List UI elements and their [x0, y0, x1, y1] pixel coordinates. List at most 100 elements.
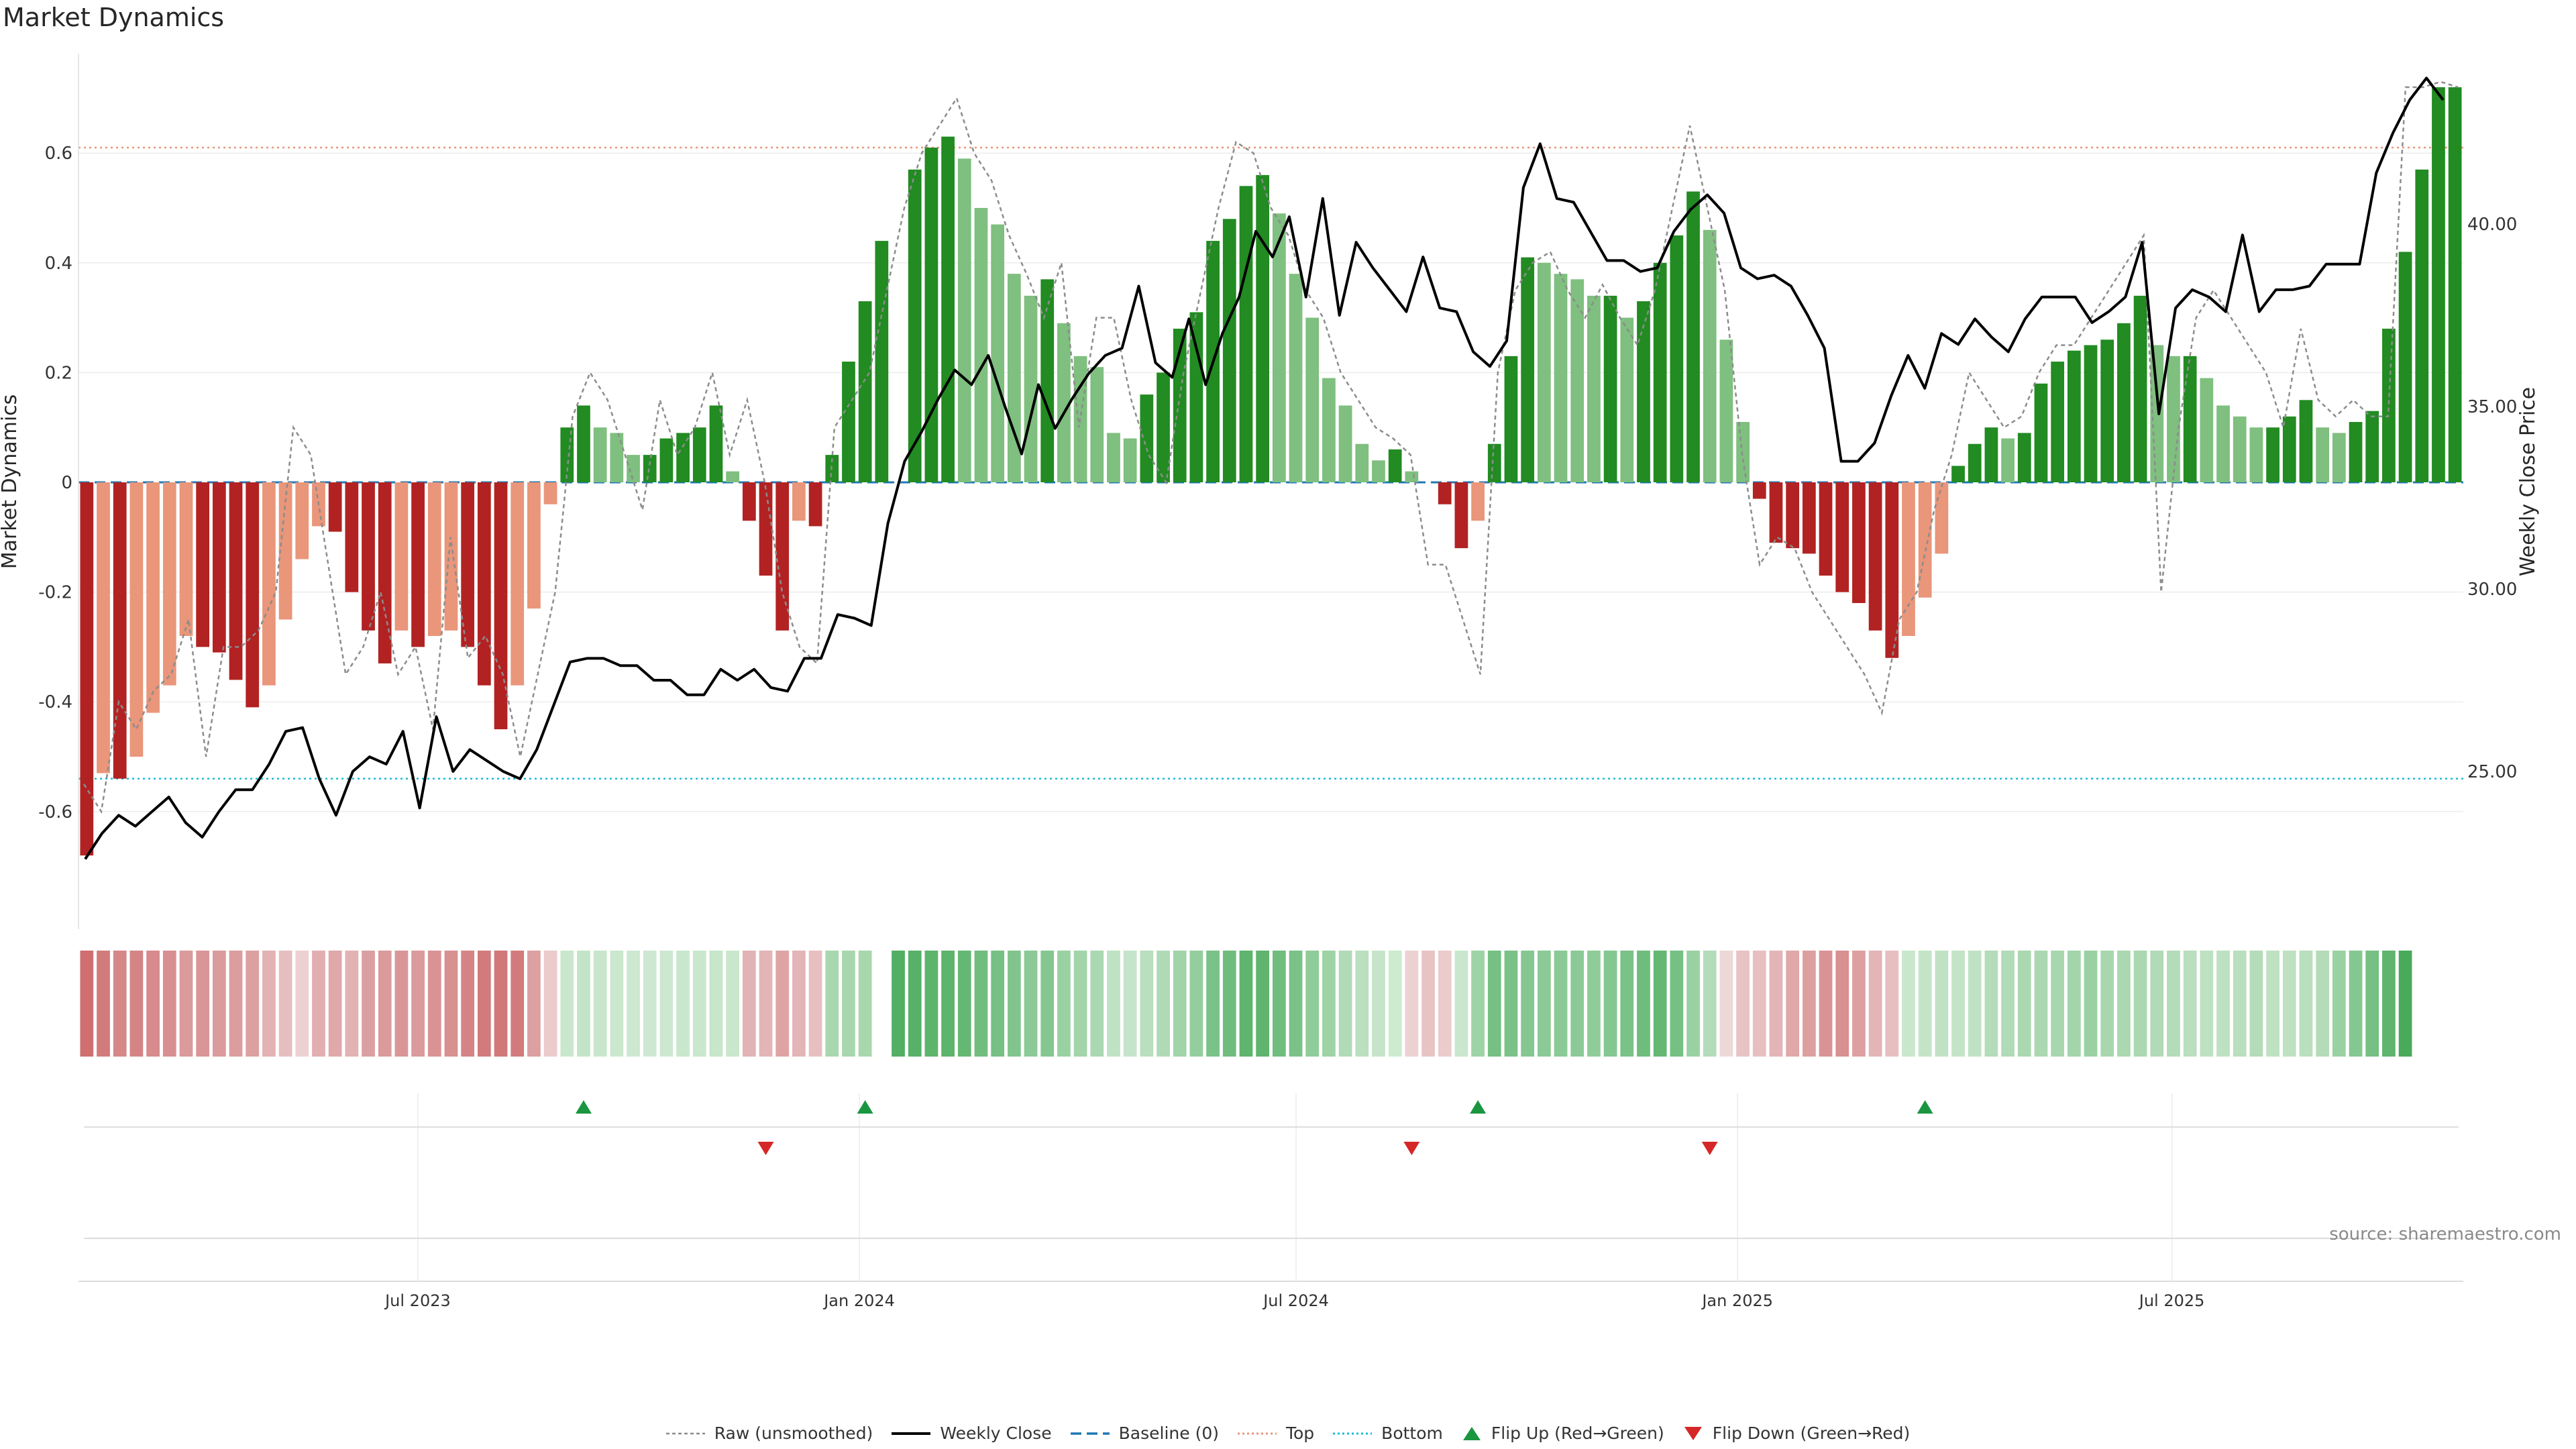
bar: [1289, 274, 1303, 482]
heat-cell: [1637, 951, 1650, 1057]
bar: [362, 482, 375, 631]
bar: [2233, 416, 2247, 482]
bar: [129, 482, 144, 757]
heat-cell: [312, 951, 325, 1057]
heat-cell: [2167, 951, 2180, 1057]
bar: [726, 471, 740, 482]
bar: [477, 482, 491, 686]
bar: [775, 482, 790, 631]
bar: [659, 438, 674, 482]
heat-cell: [2200, 951, 2214, 1057]
bar: [2051, 362, 2065, 482]
bar: [1686, 191, 1700, 482]
bar: [1140, 394, 1154, 482]
y-tick-label: 0.6: [45, 144, 72, 164]
bar: [229, 482, 243, 680]
heat-cell: [1090, 951, 1104, 1057]
heat-cell: [1487, 951, 1501, 1057]
heat-cell: [394, 951, 409, 1057]
heat-cell: [229, 951, 243, 1057]
bar: [1603, 295, 1617, 482]
heat-cell: [1454, 951, 1468, 1057]
raw-line: [83, 80, 2459, 814]
bar: [494, 482, 508, 730]
bar: [1968, 443, 1982, 482]
weekly-close-series: [84, 76, 2445, 860]
heat-cell: [974, 951, 988, 1057]
heat-cell: [1073, 951, 1087, 1057]
heat-cell: [1289, 951, 1303, 1057]
heat-cell: [1239, 951, 1253, 1057]
bar: [2316, 427, 2330, 482]
bar: [411, 482, 425, 647]
heat-cell: [2266, 951, 2279, 1057]
bar: [1157, 372, 1170, 482]
x-tick-label: Jul 2023: [384, 1291, 451, 1310]
legend-label-close: Weekly Close: [940, 1424, 1052, 1443]
flip-down-marker: [757, 1142, 774, 1155]
heat-cell: [726, 951, 740, 1057]
y-tick-label: 0.4: [45, 254, 72, 274]
heat-cell: [2100, 951, 2114, 1057]
bar: [2382, 328, 2396, 482]
bar: [610, 433, 624, 482]
heat-cell: [957, 951, 971, 1057]
bar: [2200, 378, 2214, 482]
bar: [2133, 295, 2147, 482]
heat-cell: [543, 951, 557, 1057]
bar: [991, 224, 1005, 482]
heat-cell: [179, 951, 193, 1057]
heat-cell: [1885, 951, 1899, 1057]
heat-cell: [1405, 951, 1419, 1057]
y-axis-tick-labels: 0.6 0.4 0.2 0 -0.2 -0.4 -0.6: [38, 144, 72, 822]
bar: [196, 482, 210, 647]
heat-cell: [1338, 951, 1352, 1057]
x-tick-label: Jan 2025: [1701, 1291, 1773, 1310]
bar: [1935, 482, 1949, 554]
bar: [792, 482, 806, 521]
heat-cell: [1951, 951, 1965, 1057]
weekly-close-line: [84, 76, 2445, 860]
heat-cell: [461, 951, 475, 1057]
legend-item-raw: Raw (unsmoothed): [665, 1424, 873, 1443]
reference-lines: [78, 146, 2463, 780]
heat-cell: [2365, 951, 2379, 1057]
heat-cell: [1620, 951, 1634, 1057]
heat-cell: [1802, 951, 1816, 1057]
y-tick-label: -0.6: [38, 802, 72, 822]
bar: [1786, 482, 1800, 549]
flip-markers: [575, 1100, 1933, 1155]
heat-cell: [577, 951, 590, 1057]
bar: [924, 148, 938, 482]
heat-cell: [146, 951, 160, 1057]
bar: [1637, 301, 1650, 482]
heat-cell: [212, 951, 226, 1057]
heat-cell: [1504, 951, 1518, 1057]
bar: [1769, 482, 1783, 543]
legend-label-top: Top: [1285, 1424, 1315, 1443]
heat-cell: [1819, 951, 1833, 1057]
heat-cell: [858, 951, 872, 1057]
heat-cell: [692, 951, 706, 1057]
heat-cell: [941, 951, 955, 1057]
heat-cell: [1935, 951, 1949, 1057]
bar: [1504, 356, 1518, 482]
legend-label-flip-up: Flip Up (Red→Green): [1491, 1424, 1664, 1443]
y2-tick-label: 30.00: [2467, 580, 2517, 600]
bar: [2299, 400, 2313, 482]
bar: [2415, 169, 2429, 483]
heat-cell: [1719, 951, 1733, 1057]
bar: [2183, 356, 2197, 482]
bar: [1819, 482, 1833, 576]
legend-item-bottom: Bottom: [1333, 1424, 1443, 1443]
bar: [2266, 427, 2279, 482]
y2-tick-label: 35.00: [2467, 397, 2517, 417]
heat-cell: [1587, 951, 1601, 1057]
legend-item-close: Weekly Close: [892, 1424, 1052, 1443]
heat-cell: [295, 951, 309, 1057]
bar: [1902, 482, 1915, 637]
bar: [1620, 317, 1634, 482]
bar: [378, 482, 392, 663]
heat-cell: [924, 951, 938, 1057]
legend-item-flip-up: Flip Up (Red→Green): [1462, 1424, 1664, 1443]
